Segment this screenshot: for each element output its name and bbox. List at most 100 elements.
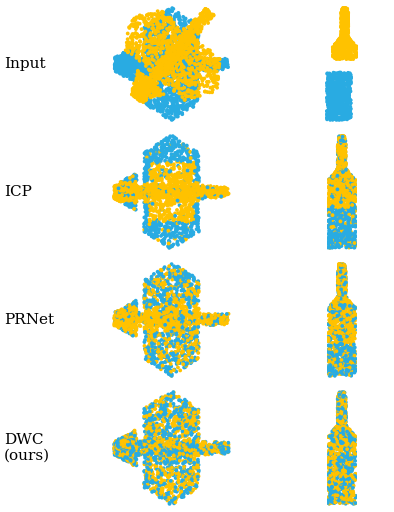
Point xyxy=(339,11,345,19)
Point xyxy=(173,282,180,290)
Point xyxy=(349,51,355,59)
Point xyxy=(157,24,164,32)
Point xyxy=(351,185,357,193)
Point xyxy=(328,463,334,472)
Point xyxy=(125,59,131,68)
Point xyxy=(147,170,154,178)
Point xyxy=(340,168,346,177)
Point xyxy=(335,145,341,153)
Point xyxy=(191,47,197,55)
Point xyxy=(148,168,154,177)
Point xyxy=(150,68,156,76)
Point xyxy=(164,60,171,69)
Point xyxy=(340,232,347,240)
Point xyxy=(165,370,172,378)
Point xyxy=(178,91,184,99)
Point xyxy=(124,445,130,454)
Point xyxy=(332,115,338,123)
Point xyxy=(121,312,127,321)
Point xyxy=(338,274,344,283)
Point xyxy=(335,145,341,154)
Point xyxy=(191,435,198,443)
Point xyxy=(326,361,333,370)
Point xyxy=(119,56,125,65)
Point xyxy=(335,433,342,441)
Point xyxy=(144,281,151,289)
Point xyxy=(340,183,347,191)
Point xyxy=(192,338,199,346)
Point xyxy=(193,38,199,46)
Point xyxy=(169,140,175,148)
Point xyxy=(191,442,197,450)
Point xyxy=(191,50,197,58)
Point xyxy=(138,80,145,88)
Point xyxy=(338,38,344,46)
Point xyxy=(167,59,174,68)
Point xyxy=(169,86,176,94)
Point xyxy=(156,157,162,165)
Point xyxy=(190,34,196,42)
Point xyxy=(178,45,184,53)
Point xyxy=(181,416,187,424)
Point xyxy=(188,64,195,72)
Point xyxy=(165,265,172,273)
Point xyxy=(113,63,120,71)
Point xyxy=(126,457,132,465)
Point xyxy=(143,164,150,172)
Point xyxy=(162,431,168,439)
Point xyxy=(329,427,336,435)
Point xyxy=(344,30,351,38)
Point xyxy=(338,140,344,148)
Point xyxy=(326,194,333,202)
Point xyxy=(147,309,154,317)
Point xyxy=(180,77,186,86)
Point xyxy=(178,273,184,281)
Point xyxy=(344,17,351,26)
Point xyxy=(344,31,351,39)
Point xyxy=(115,184,122,193)
Point xyxy=(180,291,186,300)
Point xyxy=(113,65,119,73)
Point xyxy=(337,163,344,171)
Point xyxy=(117,308,123,316)
Point xyxy=(338,402,344,411)
Point xyxy=(143,323,150,331)
Point xyxy=(166,214,172,222)
Point xyxy=(191,81,198,89)
Point xyxy=(178,20,185,28)
Point xyxy=(118,310,125,318)
Point xyxy=(133,313,139,322)
Point xyxy=(194,423,200,431)
Point xyxy=(201,63,208,72)
Point xyxy=(127,312,133,321)
Point xyxy=(113,308,120,316)
Point xyxy=(332,200,338,208)
Point xyxy=(183,83,190,91)
Point xyxy=(216,58,223,66)
Point xyxy=(119,309,125,317)
Point xyxy=(160,33,166,41)
Point xyxy=(336,419,343,427)
Point xyxy=(182,355,188,363)
Point xyxy=(199,77,206,85)
Point xyxy=(340,293,346,302)
Point xyxy=(210,77,216,86)
Point xyxy=(336,432,342,440)
Point xyxy=(125,55,131,63)
Point xyxy=(125,58,131,67)
Point xyxy=(346,456,353,464)
Point xyxy=(192,48,198,56)
Point xyxy=(173,65,180,73)
Point xyxy=(173,316,180,324)
Point xyxy=(347,72,353,80)
Point xyxy=(132,56,138,64)
Point xyxy=(167,447,173,455)
Point xyxy=(338,136,344,144)
Point xyxy=(327,90,334,98)
Point xyxy=(225,439,231,447)
Point xyxy=(342,139,348,147)
Point xyxy=(340,156,347,164)
Point xyxy=(348,309,354,317)
Point xyxy=(119,314,125,323)
Point xyxy=(132,54,138,62)
